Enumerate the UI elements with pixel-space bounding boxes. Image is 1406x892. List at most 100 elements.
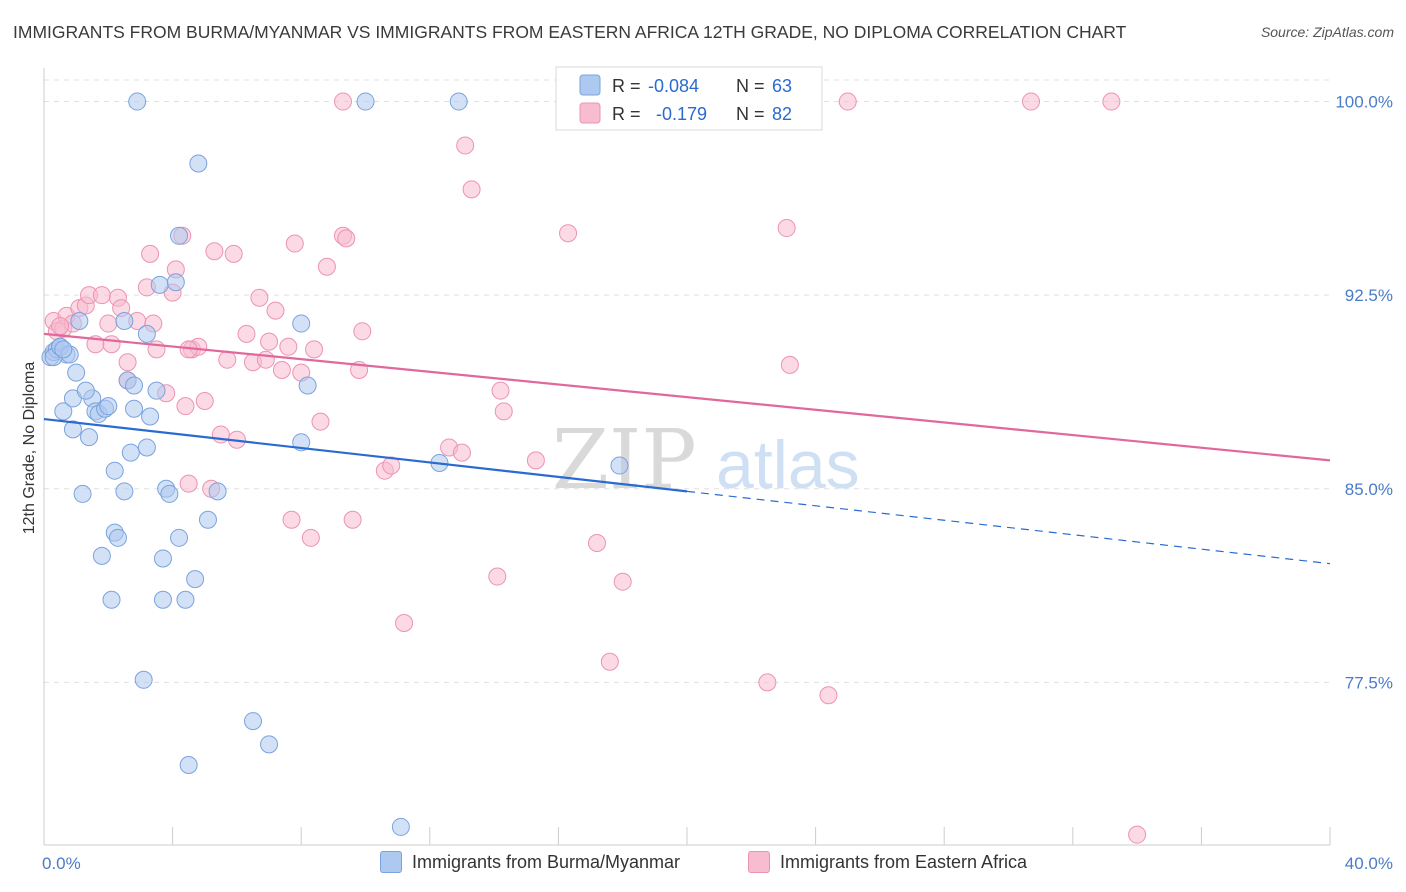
legend-blue-n-value: 63 <box>772 76 792 96</box>
pink-point <box>305 340 324 359</box>
pink-point <box>205 242 224 261</box>
legend-blue-n-label: N = <box>736 76 765 96</box>
blue-point <box>170 226 189 245</box>
x-tick-label-min: 0.0% <box>42 854 81 873</box>
pink-point <box>250 288 269 307</box>
blue-point <box>92 546 111 565</box>
blue-point <box>137 324 156 343</box>
trend-line-burma-extrapolated <box>686 490 1331 565</box>
pink-point <box>526 451 545 470</box>
blue-point <box>125 399 144 418</box>
source-credit: Source: ZipAtlas.com <box>1260 24 1394 40</box>
blue-point <box>186 570 205 589</box>
pink-point <box>92 286 111 305</box>
legend-pink-swatch <box>579 102 601 124</box>
blue-point <box>179 755 198 774</box>
correlation-legend: R = -0.084 N = 63 R = -0.179 N = 82 <box>555 66 823 131</box>
blue-point <box>73 484 92 503</box>
blue-point <box>176 590 195 609</box>
series-legend: Immigrants from Burma/Myanmar Immigrants… <box>0 851 1406 879</box>
blue-point <box>260 735 279 754</box>
blue-point <box>153 549 172 568</box>
pink-point <box>587 533 606 552</box>
blue-point <box>128 92 147 111</box>
blue-point <box>147 381 166 400</box>
legend-label-eastern-africa: Immigrants from Eastern Africa <box>780 851 1028 872</box>
legend-blue-r-label: R = <box>612 76 641 96</box>
y-axis-title: 12th Grade, No Diploma <box>21 362 38 535</box>
pink-point <box>456 136 475 155</box>
pink-point <box>99 314 118 333</box>
blue-point <box>70 311 89 330</box>
pink-point <box>118 353 137 372</box>
pink-point <box>758 673 777 692</box>
blue-point <box>150 275 169 294</box>
pink-point <box>343 510 362 529</box>
y-tick-label: 77.5% <box>1345 673 1393 692</box>
blue-point <box>160 484 179 503</box>
pink-point <box>600 652 619 671</box>
trend-line-burma <box>43 417 688 493</box>
pink-point <box>141 244 160 263</box>
legend-item-burma: Immigrants from Burma/Myanmar <box>380 851 680 873</box>
blue-point <box>198 510 217 529</box>
legend-pink-n-value: 82 <box>772 104 792 124</box>
blue-point <box>208 482 227 501</box>
pink-point <box>462 180 481 199</box>
pink-point <box>333 92 352 111</box>
blue-point <box>80 428 99 447</box>
pink-point <box>488 567 507 586</box>
blue-point <box>63 420 82 439</box>
pink-point <box>819 686 838 705</box>
pink-point <box>780 355 799 374</box>
blue-point <box>76 381 95 400</box>
blue-point <box>134 670 153 689</box>
pink-point <box>179 474 198 493</box>
pink-point <box>777 219 796 238</box>
pink-point <box>285 234 304 253</box>
blue-point <box>108 528 127 547</box>
pink-point <box>102 335 121 354</box>
pink-point <box>395 614 414 632</box>
blue-point <box>115 482 134 501</box>
y-tick-label: 100.0% <box>1335 93 1393 112</box>
blue-point <box>137 438 156 457</box>
pink-point <box>559 224 578 243</box>
pink-point <box>838 92 857 111</box>
blue-point <box>153 590 172 609</box>
pink-point <box>260 332 279 351</box>
pink-point <box>1128 825 1147 844</box>
pink-point <box>51 317 70 336</box>
pink-point <box>195 392 214 410</box>
legend-label-burma: Immigrants from Burma/Myanmar <box>412 851 681 872</box>
pink-point <box>176 397 195 416</box>
legend-blue-swatch <box>579 74 601 96</box>
pink-point <box>256 350 275 369</box>
legend-pink-n-label: N = <box>736 104 765 124</box>
blue-point <box>610 456 629 475</box>
blue-point <box>115 311 134 330</box>
pink-point <box>311 412 330 431</box>
blue-point <box>141 407 160 426</box>
pink-point <box>1022 92 1041 111</box>
blue-point <box>67 363 86 382</box>
legend-pink-r-value: -0.179 <box>656 104 707 124</box>
pink-point <box>266 301 285 320</box>
legend-blue-r-value: -0.084 <box>648 76 699 96</box>
blue-point <box>243 712 262 731</box>
y-tick-label: 85.0% <box>1345 480 1393 499</box>
pink-point <box>218 350 237 369</box>
legend-swatch-eastern-africa <box>748 851 770 873</box>
pink-point <box>1102 92 1121 111</box>
blue-point <box>356 92 375 111</box>
y-tick-label: 92.5% <box>1345 286 1393 305</box>
pink-point <box>237 324 256 343</box>
pink-point <box>301 528 320 547</box>
gridlines <box>44 79 1330 683</box>
pink-point <box>452 443 471 462</box>
x-tick-label-max: 40.0% <box>1345 854 1393 873</box>
blue-point <box>105 461 124 480</box>
blue-point <box>166 273 185 292</box>
blue-point <box>170 528 189 547</box>
pink-point <box>317 257 336 276</box>
